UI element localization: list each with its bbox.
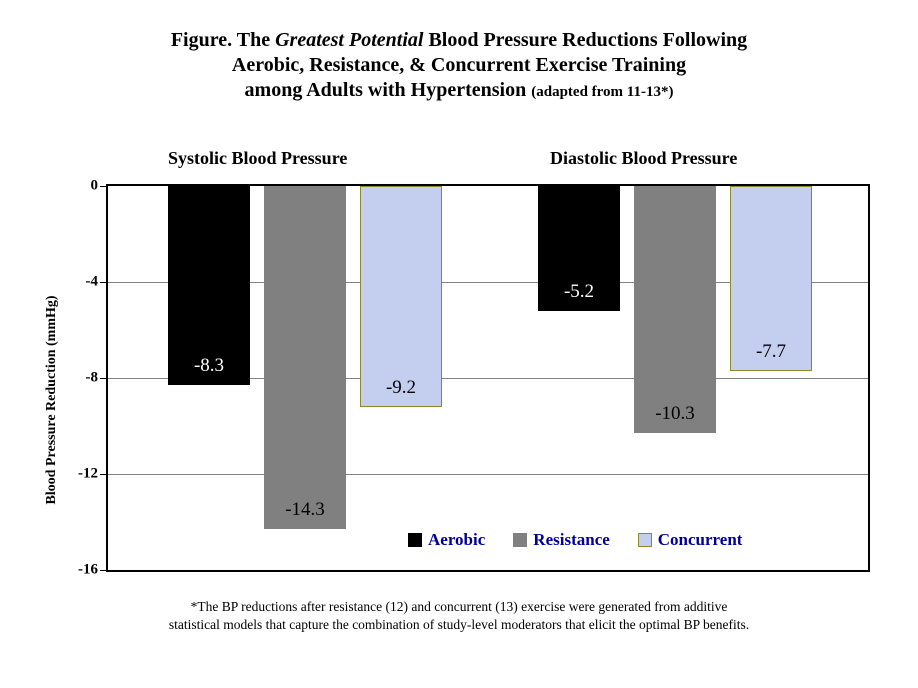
y-tick-label: -16: [78, 562, 98, 579]
y-tick-label: -8: [86, 370, 99, 387]
bar-value-label: -5.2: [538, 281, 620, 303]
bar-diastolic-resistance: [634, 186, 716, 433]
title-line-3-main: among Adults with Hypertension: [245, 79, 532, 101]
footnote-line-2: statistical models that capture the comb…: [0, 616, 918, 634]
plot-area: AerobicResistanceConcurrent 0-4-8-12-16-…: [106, 184, 870, 572]
bar-value-label: -9.2: [360, 377, 442, 399]
title-line-3: among Adults with Hypertension (adapted …: [0, 78, 918, 103]
footnote-line-1: *The BP reductions after resistance (12)…: [0, 598, 918, 616]
title-line-1-prefix: Figure. The: [171, 29, 275, 51]
legend-label-aerobic: Aerobic: [428, 530, 485, 550]
bar-systolic-concurrent: [360, 186, 442, 407]
bar-value-label: -14.3: [264, 499, 346, 521]
y-tick-mark: [100, 474, 106, 475]
group-label-systolic: Systolic Blood Pressure: [168, 148, 347, 169]
bar-value-label: -7.7: [730, 341, 812, 363]
legend-label-resistance: Resistance: [533, 530, 609, 550]
y-tick-mark: [100, 186, 106, 187]
y-tick-mark: [100, 282, 106, 283]
gridline: [108, 474, 868, 475]
y-tick-mark: [100, 378, 106, 379]
legend-item-resistance: Resistance: [513, 530, 609, 550]
y-axis-label: Blood Pressure Reduction (mmHg): [44, 295, 60, 504]
y-tick-label: 0: [91, 178, 99, 195]
title-line-1-suffix: Blood Pressure Reductions Following: [423, 29, 747, 51]
bar-value-label: -8.3: [168, 355, 250, 377]
y-tick-mark: [100, 570, 106, 571]
y-tick-label: -12: [78, 466, 98, 483]
legend-item-aerobic: Aerobic: [408, 530, 485, 550]
legend-swatch-aerobic: [408, 533, 422, 547]
bar-systolic-resistance: [264, 186, 346, 529]
title-line-1-em: Greatest Potential: [275, 29, 423, 51]
footnote: *The BP reductions after resistance (12)…: [0, 598, 918, 634]
group-label-diastolic: Diastolic Blood Pressure: [550, 148, 737, 169]
figure-title: Figure. The Greatest Potential Blood Pre…: [0, 28, 918, 103]
legend-swatch-concurrent: [638, 533, 652, 547]
y-tick-label: -4: [86, 274, 99, 291]
legend-swatch-resistance: [513, 533, 527, 547]
legend-label-concurrent: Concurrent: [658, 530, 743, 550]
bar-value-label: -10.3: [634, 403, 716, 425]
legend-item-concurrent: Concurrent: [638, 530, 743, 550]
title-line-1: Figure. The Greatest Potential Blood Pre…: [0, 28, 918, 53]
legend: Aerobic Resistance Concurrent: [408, 530, 770, 552]
title-line-2: Aerobic, Resistance, & Concurrent Exerci…: [0, 53, 918, 78]
title-line-3-small: (adapted from 11-13*): [531, 84, 673, 100]
figure-page: Figure. The Greatest Potential Blood Pre…: [0, 0, 918, 688]
